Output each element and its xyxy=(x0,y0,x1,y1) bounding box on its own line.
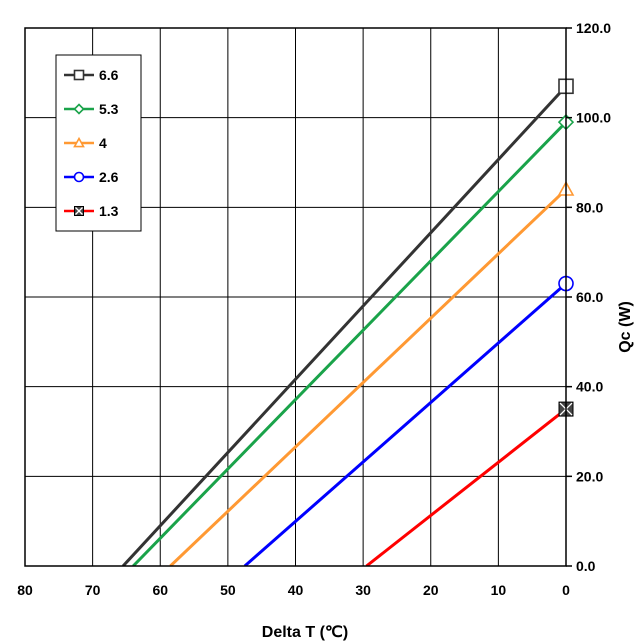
legend-label: 4 xyxy=(99,135,107,151)
legend-marker xyxy=(74,206,84,216)
legend-label: 2.6 xyxy=(99,169,119,185)
series-line-0 xyxy=(121,85,566,566)
series-line-3 xyxy=(243,282,566,566)
series-line-1 xyxy=(132,121,566,566)
y-tick-label: 0.0 xyxy=(576,558,596,574)
x-tick-label: 70 xyxy=(85,582,101,598)
y-tick-label: 60.0 xyxy=(576,289,603,305)
x-axis-title: Delta T (℃) xyxy=(262,624,348,641)
series-lines xyxy=(121,85,566,566)
x-tick-label: 20 xyxy=(423,582,439,598)
y-tick-label: 100.0 xyxy=(576,110,611,126)
legend: 6.6 5.3 4 2.6 1.3 xyxy=(55,54,142,232)
legend-label: 6.6 xyxy=(99,67,119,83)
series-line-4 xyxy=(365,407,566,566)
legend-marker xyxy=(73,69,85,81)
x-tick-label: 60 xyxy=(152,582,168,598)
legend-label: 5.3 xyxy=(99,101,119,117)
x-tick-label: 0 xyxy=(562,582,570,598)
x-tick-label: 10 xyxy=(491,582,507,598)
legend-marker xyxy=(73,103,85,115)
y-tick-labels: 0.0 20.0 40.0 60.0 80.0 100.0 120.0 xyxy=(566,20,611,574)
x-tick-label: 30 xyxy=(355,582,371,598)
legend-marker xyxy=(73,136,85,148)
x-tick-label: 50 xyxy=(220,582,236,598)
series-line-2 xyxy=(169,188,566,566)
x-tick-label: 80 xyxy=(17,582,33,598)
legend-label: 1.3 xyxy=(99,203,119,219)
grid xyxy=(25,28,566,566)
y-axis-title: Qc (W) xyxy=(617,301,634,353)
y-tick-label: 40.0 xyxy=(576,379,603,395)
y-tick-label: 120.0 xyxy=(576,20,611,36)
y-tick-label: 80.0 xyxy=(576,199,603,215)
x-tick-label: 40 xyxy=(288,582,304,598)
x-tick-labels: 80 70 60 50 40 30 20 10 0 xyxy=(17,582,570,598)
y-tick-label: 20.0 xyxy=(576,468,603,484)
legend-marker xyxy=(73,171,85,183)
